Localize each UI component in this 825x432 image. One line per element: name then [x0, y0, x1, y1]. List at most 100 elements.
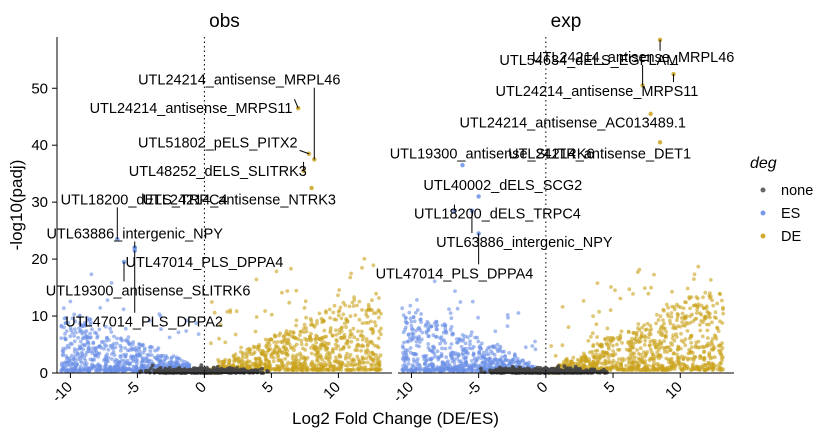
point-es — [62, 316, 67, 321]
point-de — [668, 321, 673, 326]
point-es — [110, 343, 115, 348]
point-de — [675, 348, 680, 352]
point-es — [426, 346, 431, 350]
point-de — [698, 354, 703, 359]
point-es — [438, 336, 443, 341]
point-de — [676, 324, 680, 329]
point-de — [344, 354, 348, 359]
point-es — [468, 342, 472, 347]
point-de — [317, 345, 322, 350]
point-de — [209, 341, 213, 346]
point-de — [624, 363, 628, 368]
point-de — [304, 315, 308, 320]
point-de — [370, 367, 375, 372]
point-es — [126, 335, 131, 339]
point-de — [365, 360, 370, 365]
point-none — [510, 365, 515, 369]
point-de — [356, 342, 360, 347]
point-de — [676, 344, 681, 349]
point-de — [683, 300, 687, 304]
point-de — [684, 320, 688, 325]
point-de — [319, 316, 324, 321]
point-es — [474, 368, 479, 373]
point-es — [407, 336, 412, 340]
point-es — [135, 366, 139, 371]
point-de — [290, 346, 294, 351]
point-de — [652, 340, 657, 345]
point-es — [147, 361, 152, 366]
point-de — [285, 341, 290, 345]
point-de — [659, 368, 664, 373]
point-es — [481, 350, 486, 355]
point-es — [72, 350, 77, 354]
point-de — [251, 344, 256, 349]
annotation-label: UTL19300_antisense_SLITRK6 — [390, 147, 595, 163]
x-tick-label: 5 — [259, 379, 277, 397]
point-es — [432, 279, 437, 284]
point-es — [467, 368, 472, 373]
point-es — [109, 281, 114, 285]
point-es — [109, 330, 114, 334]
annotation-label: UTL24214_antisense_MRPS11 — [495, 84, 698, 100]
point-es — [123, 326, 128, 331]
annotation-connector — [293, 98, 299, 109]
point-de — [650, 365, 655, 369]
point-es — [148, 349, 153, 354]
point-de — [638, 346, 643, 351]
point-de — [711, 362, 716, 367]
point-es — [496, 361, 501, 365]
point-de — [661, 326, 666, 331]
point-es — [105, 298, 110, 302]
point-de — [560, 343, 565, 348]
point-es — [71, 368, 76, 373]
point-es — [61, 346, 65, 351]
point-es — [118, 348, 123, 353]
point-de — [322, 319, 326, 323]
point-es — [81, 347, 86, 352]
point-es — [78, 339, 83, 344]
point-de — [569, 359, 573, 364]
legend-label-none: none — [781, 183, 813, 199]
point-es — [75, 362, 80, 367]
point-de — [225, 309, 230, 314]
point-es — [95, 334, 100, 338]
point-es — [147, 358, 152, 363]
point-de — [655, 367, 660, 372]
point-es — [157, 312, 162, 316]
point-es — [417, 362, 421, 367]
point-de — [273, 334, 277, 339]
point-de — [560, 305, 565, 309]
point-es — [118, 343, 123, 348]
point-es — [403, 316, 408, 320]
point-de — [662, 347, 667, 351]
point-none — [215, 365, 220, 369]
point-de — [626, 330, 631, 334]
point-de — [603, 337, 608, 341]
point-de — [317, 336, 322, 341]
point-de — [359, 329, 364, 334]
point-de — [700, 334, 705, 339]
point-es — [116, 360, 121, 365]
point-de — [238, 350, 243, 354]
x-axis: -10 -5 0 5 10 — [390, 372, 734, 406]
point-es — [69, 353, 74, 358]
point-de — [374, 363, 379, 367]
point-es — [458, 300, 463, 304]
point-es — [111, 350, 116, 355]
point-none — [188, 369, 193, 374]
point-de — [652, 368, 657, 372]
point-none — [588, 367, 593, 372]
point-de — [360, 321, 365, 325]
point-es — [413, 310, 418, 315]
point-es — [86, 342, 91, 346]
point-de — [646, 335, 651, 340]
point-de — [325, 342, 330, 346]
point-de — [332, 317, 337, 322]
point-es — [502, 349, 506, 354]
point-de — [641, 350, 646, 354]
point-es — [119, 336, 123, 340]
point-de — [349, 339, 354, 344]
point-de — [662, 339, 666, 343]
point-de — [304, 368, 309, 372]
point-de — [283, 337, 288, 342]
